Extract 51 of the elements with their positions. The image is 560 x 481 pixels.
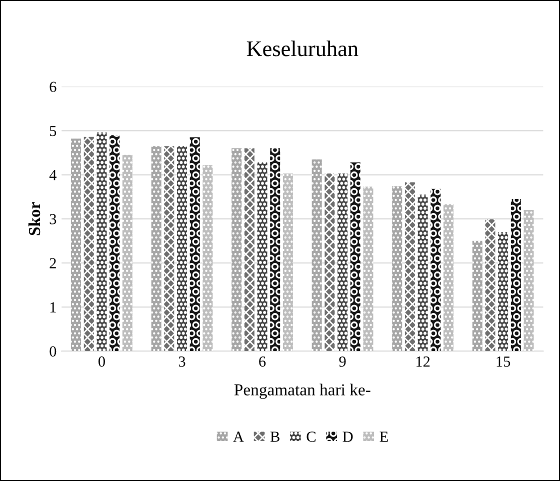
bar: [202, 165, 213, 352]
bar: [350, 162, 360, 352]
legend-label: C: [306, 432, 316, 442]
bar: [84, 136, 94, 352]
x-tick-label: 15: [496, 356, 510, 367]
bar: [164, 146, 174, 352]
y-tick-label: 6: [50, 82, 56, 92]
bar: [324, 173, 335, 352]
y-tick-label: 2: [50, 258, 56, 268]
bar: [485, 219, 496, 352]
bar: [110, 135, 120, 352]
chart-title: Keseluruhan: [246, 40, 358, 56]
legend-label: A: [233, 432, 244, 442]
x-tick-label: 12: [416, 356, 430, 367]
bar: [71, 138, 82, 352]
bar: [363, 186, 374, 352]
legend-label: B: [270, 432, 280, 442]
bar: [122, 154, 132, 352]
bar: [443, 204, 454, 352]
y-tick-label: 3: [50, 214, 56, 224]
bar: [472, 240, 482, 352]
bar: [176, 146, 188, 352]
bar: [392, 186, 402, 352]
x-tick-label: 9: [339, 356, 346, 367]
bar: [404, 182, 415, 352]
bar: [524, 210, 534, 352]
bar: [232, 148, 242, 352]
x-tick-label: 3: [178, 356, 186, 367]
bar: [510, 199, 521, 352]
bar: [282, 173, 293, 352]
legend-label: E: [380, 432, 388, 442]
bar: [498, 232, 508, 352]
bar: [244, 148, 254, 352]
y-tick-label: 5: [50, 126, 56, 136]
y-axis-title: Skor: [28, 202, 40, 236]
bar: [190, 137, 200, 352]
bar: [338, 173, 348, 352]
x-tick-label: 0: [98, 356, 105, 367]
bar: [270, 148, 280, 352]
y-tick-label: 0: [50, 346, 56, 357]
legend-label: D: [342, 432, 353, 442]
bar: [151, 146, 162, 352]
bar: [96, 132, 107, 352]
x-axis-title: Pengamatan hari ke-: [234, 384, 370, 399]
bar: [430, 188, 441, 352]
bar: [257, 162, 268, 352]
y-tick-label: 4: [49, 170, 56, 180]
bar: [418, 194, 428, 352]
x-tick-label: 6: [259, 356, 266, 367]
bar: [312, 159, 322, 352]
y-tick-label: 1: [50, 302, 56, 312]
